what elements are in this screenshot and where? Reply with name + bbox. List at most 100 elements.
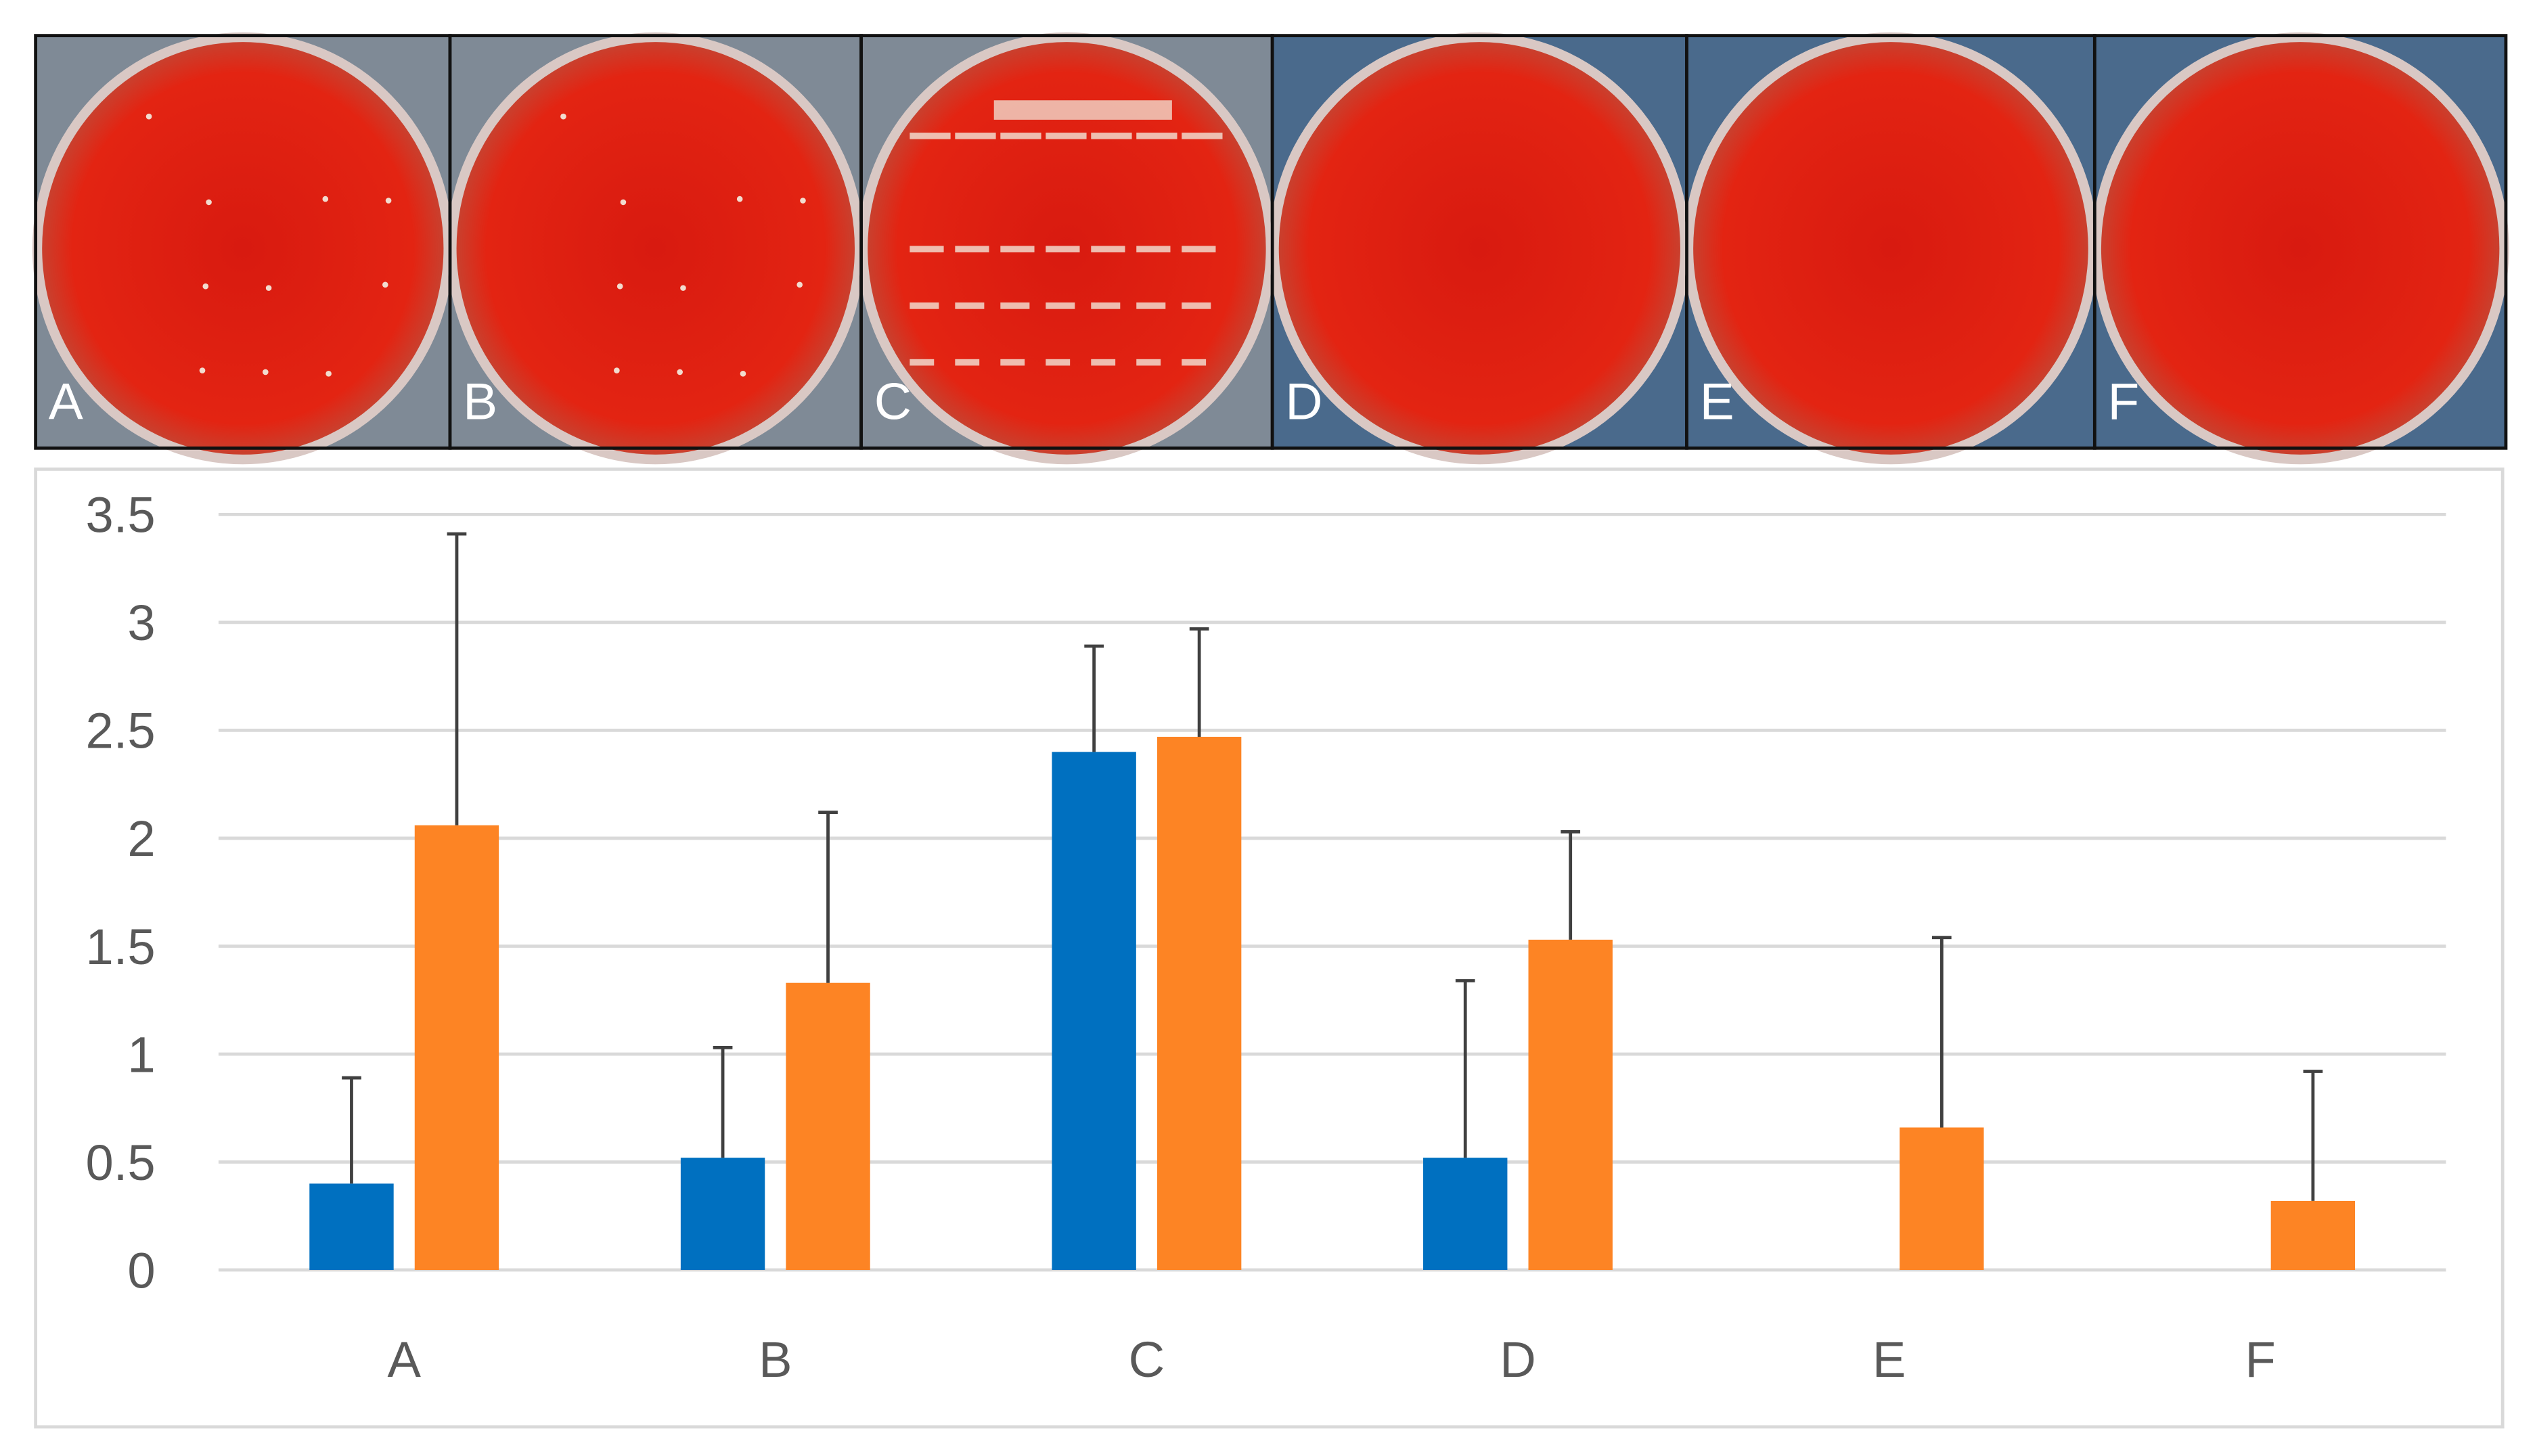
colony-streak xyxy=(1136,302,1166,309)
colony-streak xyxy=(1000,246,1035,253)
colony-streak xyxy=(955,359,980,366)
colony xyxy=(797,281,803,288)
colony-streak xyxy=(1091,133,1132,139)
colony xyxy=(614,367,620,373)
y-tick-label: 2 xyxy=(127,811,155,867)
colony xyxy=(560,113,566,120)
colony xyxy=(382,281,388,288)
photo-label: A xyxy=(49,373,83,430)
x-tick-label: E xyxy=(1872,1332,1906,1388)
plate xyxy=(456,42,855,455)
error-bar xyxy=(1189,627,1209,737)
colony-streak xyxy=(993,100,1172,120)
colony xyxy=(262,369,269,376)
colony-streak xyxy=(1136,359,1161,366)
colony xyxy=(740,371,746,377)
bar xyxy=(1528,939,1613,1271)
y-tick-label: 0 xyxy=(127,1242,155,1298)
y-tick-label: 3 xyxy=(127,595,155,651)
colony xyxy=(206,199,212,206)
x-tick-label: A xyxy=(387,1332,421,1388)
error-bar xyxy=(818,811,838,983)
colony-streak xyxy=(1046,302,1075,309)
x-tick-label: C xyxy=(1129,1332,1165,1388)
error-bar xyxy=(2303,1070,2323,1201)
colony xyxy=(677,369,683,376)
plate xyxy=(2101,42,2500,455)
colony-streak xyxy=(1046,133,1087,139)
colony-streak xyxy=(1091,359,1116,366)
photo-label: E xyxy=(1700,373,1734,430)
colony xyxy=(326,371,332,377)
plate xyxy=(1693,42,2088,455)
bar xyxy=(1052,752,1136,1271)
error-bar xyxy=(447,532,467,825)
x-tick-label: B xyxy=(759,1332,792,1388)
colony xyxy=(736,196,743,202)
y-tick-label: 2.5 xyxy=(86,703,156,759)
photo-strip: A B C D E F xyxy=(32,32,2509,465)
error-bar xyxy=(1931,936,1952,1128)
colony-streak xyxy=(1046,246,1080,253)
colony xyxy=(199,367,206,373)
photo-label: C xyxy=(874,373,912,430)
colony-streak xyxy=(1136,246,1171,253)
colony-streak xyxy=(955,246,989,253)
y-tick-label: 1 xyxy=(127,1026,155,1083)
bar xyxy=(2270,1200,2356,1271)
colony-streak xyxy=(1000,302,1030,309)
colony xyxy=(800,198,806,204)
colony xyxy=(265,285,272,291)
colony-streak xyxy=(910,359,935,366)
bar xyxy=(680,1158,765,1271)
colony-streak xyxy=(1091,246,1125,253)
y-tick-label: 1.5 xyxy=(86,919,156,975)
x-tick-label: F xyxy=(2245,1332,2275,1388)
error-bar xyxy=(1455,979,1475,1158)
plate xyxy=(1278,42,1680,455)
photo-label: D xyxy=(1285,373,1322,430)
chart: 0 0.5 1 1.5 2 2.5 3 3.5 A B C D E F xyxy=(86,487,2446,1388)
colony-streak xyxy=(1182,302,1211,309)
error-bar xyxy=(1084,644,1104,752)
colony-streak xyxy=(910,302,939,309)
error-bar xyxy=(1561,829,1581,940)
colony-streak xyxy=(1182,246,1216,253)
colony-streak xyxy=(1000,133,1041,139)
bar xyxy=(1157,736,1242,1271)
y-tick-label: 0.5 xyxy=(86,1135,156,1191)
x-tick-label: D xyxy=(1500,1332,1536,1388)
colony-streak xyxy=(910,246,944,253)
colony-streak xyxy=(1046,359,1071,366)
colony xyxy=(145,113,152,120)
colony xyxy=(680,285,686,291)
colony xyxy=(620,199,627,206)
error-bar xyxy=(342,1076,361,1184)
colony-streak xyxy=(1136,133,1177,139)
colony-streak xyxy=(1000,359,1025,366)
bar xyxy=(414,825,499,1271)
error-bar xyxy=(713,1046,733,1158)
colony xyxy=(616,283,623,290)
bar xyxy=(1423,1158,1508,1271)
plate xyxy=(42,42,444,455)
colony-streak xyxy=(1182,133,1223,139)
colony-streak xyxy=(1091,302,1121,309)
bar xyxy=(309,1183,394,1271)
colony-streak xyxy=(910,133,951,139)
photo-label: F xyxy=(2107,373,2139,430)
chart-frame xyxy=(34,468,2505,1429)
bar xyxy=(786,982,870,1271)
colony xyxy=(322,196,329,202)
photo-label: B xyxy=(463,373,497,430)
colony-streak xyxy=(955,302,985,309)
colony-streak xyxy=(955,133,996,139)
colony xyxy=(202,283,209,290)
colony xyxy=(385,198,392,204)
photo-border xyxy=(2092,34,2508,450)
bar xyxy=(1900,1127,1984,1271)
colony-streak xyxy=(1182,359,1207,366)
y-tick-label: 3.5 xyxy=(86,487,156,543)
